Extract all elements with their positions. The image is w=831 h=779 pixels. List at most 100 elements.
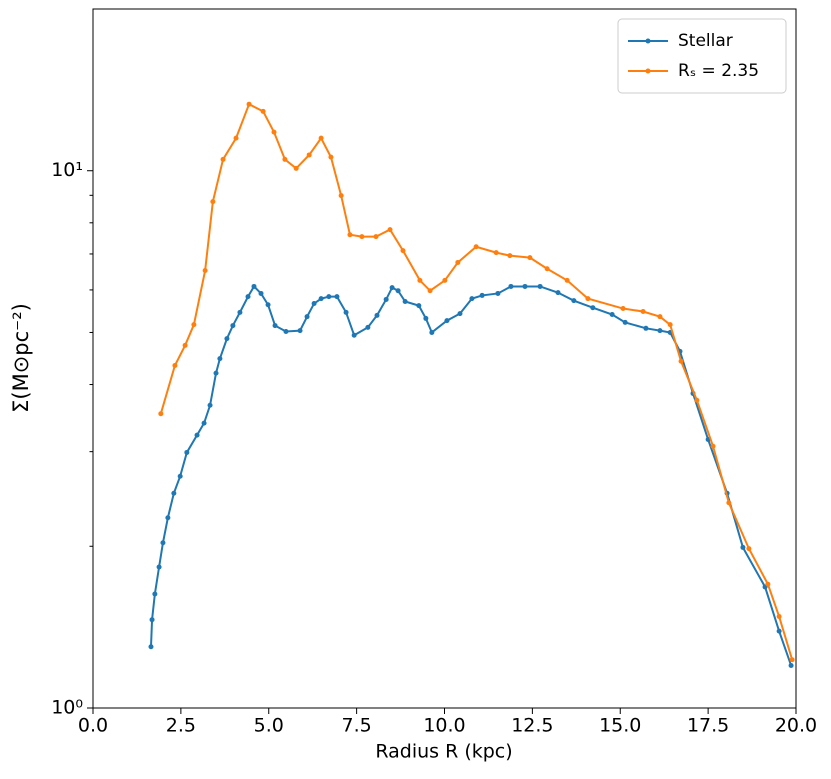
data-point <box>507 253 513 259</box>
y-axis-label: Σ(M⊙pc⁻²) <box>9 303 33 413</box>
legend: Stellar Rₛ = 2.35 <box>617 18 787 94</box>
data-point <box>293 165 299 171</box>
data-point <box>555 290 561 296</box>
data-point <box>479 292 485 298</box>
data-point <box>318 135 324 141</box>
data-point <box>423 315 429 321</box>
data-point <box>590 305 596 311</box>
data-point <box>429 329 435 335</box>
data-point <box>522 283 528 289</box>
data-point <box>788 662 794 668</box>
data-point <box>272 323 278 329</box>
data-point <box>177 473 183 479</box>
data-point <box>172 362 178 368</box>
data-point <box>527 255 533 261</box>
data-point <box>469 296 475 302</box>
data-point <box>640 309 646 315</box>
data-point <box>220 156 226 162</box>
data-point <box>260 108 266 114</box>
data-point <box>387 227 393 233</box>
data-point <box>251 283 257 289</box>
data-point <box>213 370 219 376</box>
data-point <box>373 234 379 240</box>
x-tick-label: 7.5 <box>342 715 372 737</box>
data-point <box>326 294 332 300</box>
data-point <box>149 617 155 623</box>
data-point <box>585 296 591 302</box>
data-point <box>201 420 207 426</box>
data-point <box>184 449 190 455</box>
data-point <box>334 294 340 300</box>
data-point <box>152 591 158 597</box>
data-point <box>365 324 371 330</box>
data-point <box>338 193 344 199</box>
data-point <box>508 283 514 289</box>
data-point <box>271 129 277 135</box>
data-point <box>306 152 312 158</box>
data-point <box>297 328 303 334</box>
data-point <box>765 581 771 587</box>
data-point <box>182 342 188 348</box>
y-tick-label: 10⁰ <box>51 697 83 719</box>
x-tick-label: 17.5 <box>687 715 729 737</box>
x-tick-label: 12.5 <box>511 715 553 737</box>
data-point <box>202 268 208 274</box>
data-point <box>383 296 389 302</box>
data-point <box>571 298 577 304</box>
data-point <box>473 244 479 250</box>
data-point <box>417 277 423 283</box>
data-point <box>389 285 395 291</box>
data-point <box>678 358 684 364</box>
data-point <box>643 325 649 331</box>
data-point <box>156 564 162 570</box>
x-tick-label: 10.0 <box>423 715 465 737</box>
data-point <box>194 432 200 438</box>
data-point <box>400 248 406 254</box>
x-tick-label: 20.0 <box>775 715 817 737</box>
data-point <box>657 328 663 334</box>
data-point <box>160 540 166 546</box>
data-point <box>347 232 353 238</box>
data-point <box>416 303 422 309</box>
x-axis-label: Radius R (kpc) <box>375 741 512 763</box>
series-line <box>149 284 793 666</box>
legend-label: Rₛ = 2.35 <box>678 61 759 81</box>
legend-label: Stellar <box>678 31 733 51</box>
data-point <box>328 154 334 160</box>
plot-frame <box>92 8 797 709</box>
data-point <box>455 259 461 265</box>
data-point <box>427 288 433 294</box>
data-point <box>230 323 236 329</box>
data-point <box>564 277 570 283</box>
data-point <box>245 294 251 300</box>
data-point <box>351 332 357 338</box>
data-point <box>171 490 177 496</box>
data-point <box>395 288 401 294</box>
data-point <box>789 657 795 663</box>
x-tick-label: 15.0 <box>599 715 641 737</box>
data-point <box>657 314 663 320</box>
data-point <box>746 546 752 552</box>
data-point <box>304 314 310 320</box>
legend-marker <box>645 38 651 44</box>
data-point <box>493 250 499 256</box>
data-point <box>158 411 164 417</box>
x-tick-label: 5.0 <box>254 715 284 737</box>
data-point <box>776 614 782 620</box>
data-point <box>537 283 543 289</box>
data-point <box>776 628 782 634</box>
data-point <box>444 318 450 324</box>
data-point <box>694 397 700 403</box>
data-point <box>622 319 628 325</box>
data-point <box>726 500 732 506</box>
data-point <box>246 101 252 107</box>
data-point <box>224 336 230 342</box>
data-point <box>620 306 626 312</box>
data-point <box>217 356 223 362</box>
data-point <box>318 296 324 302</box>
data-point <box>740 544 746 550</box>
data-point <box>233 135 239 141</box>
data-point <box>165 515 171 521</box>
data-point <box>442 277 448 283</box>
